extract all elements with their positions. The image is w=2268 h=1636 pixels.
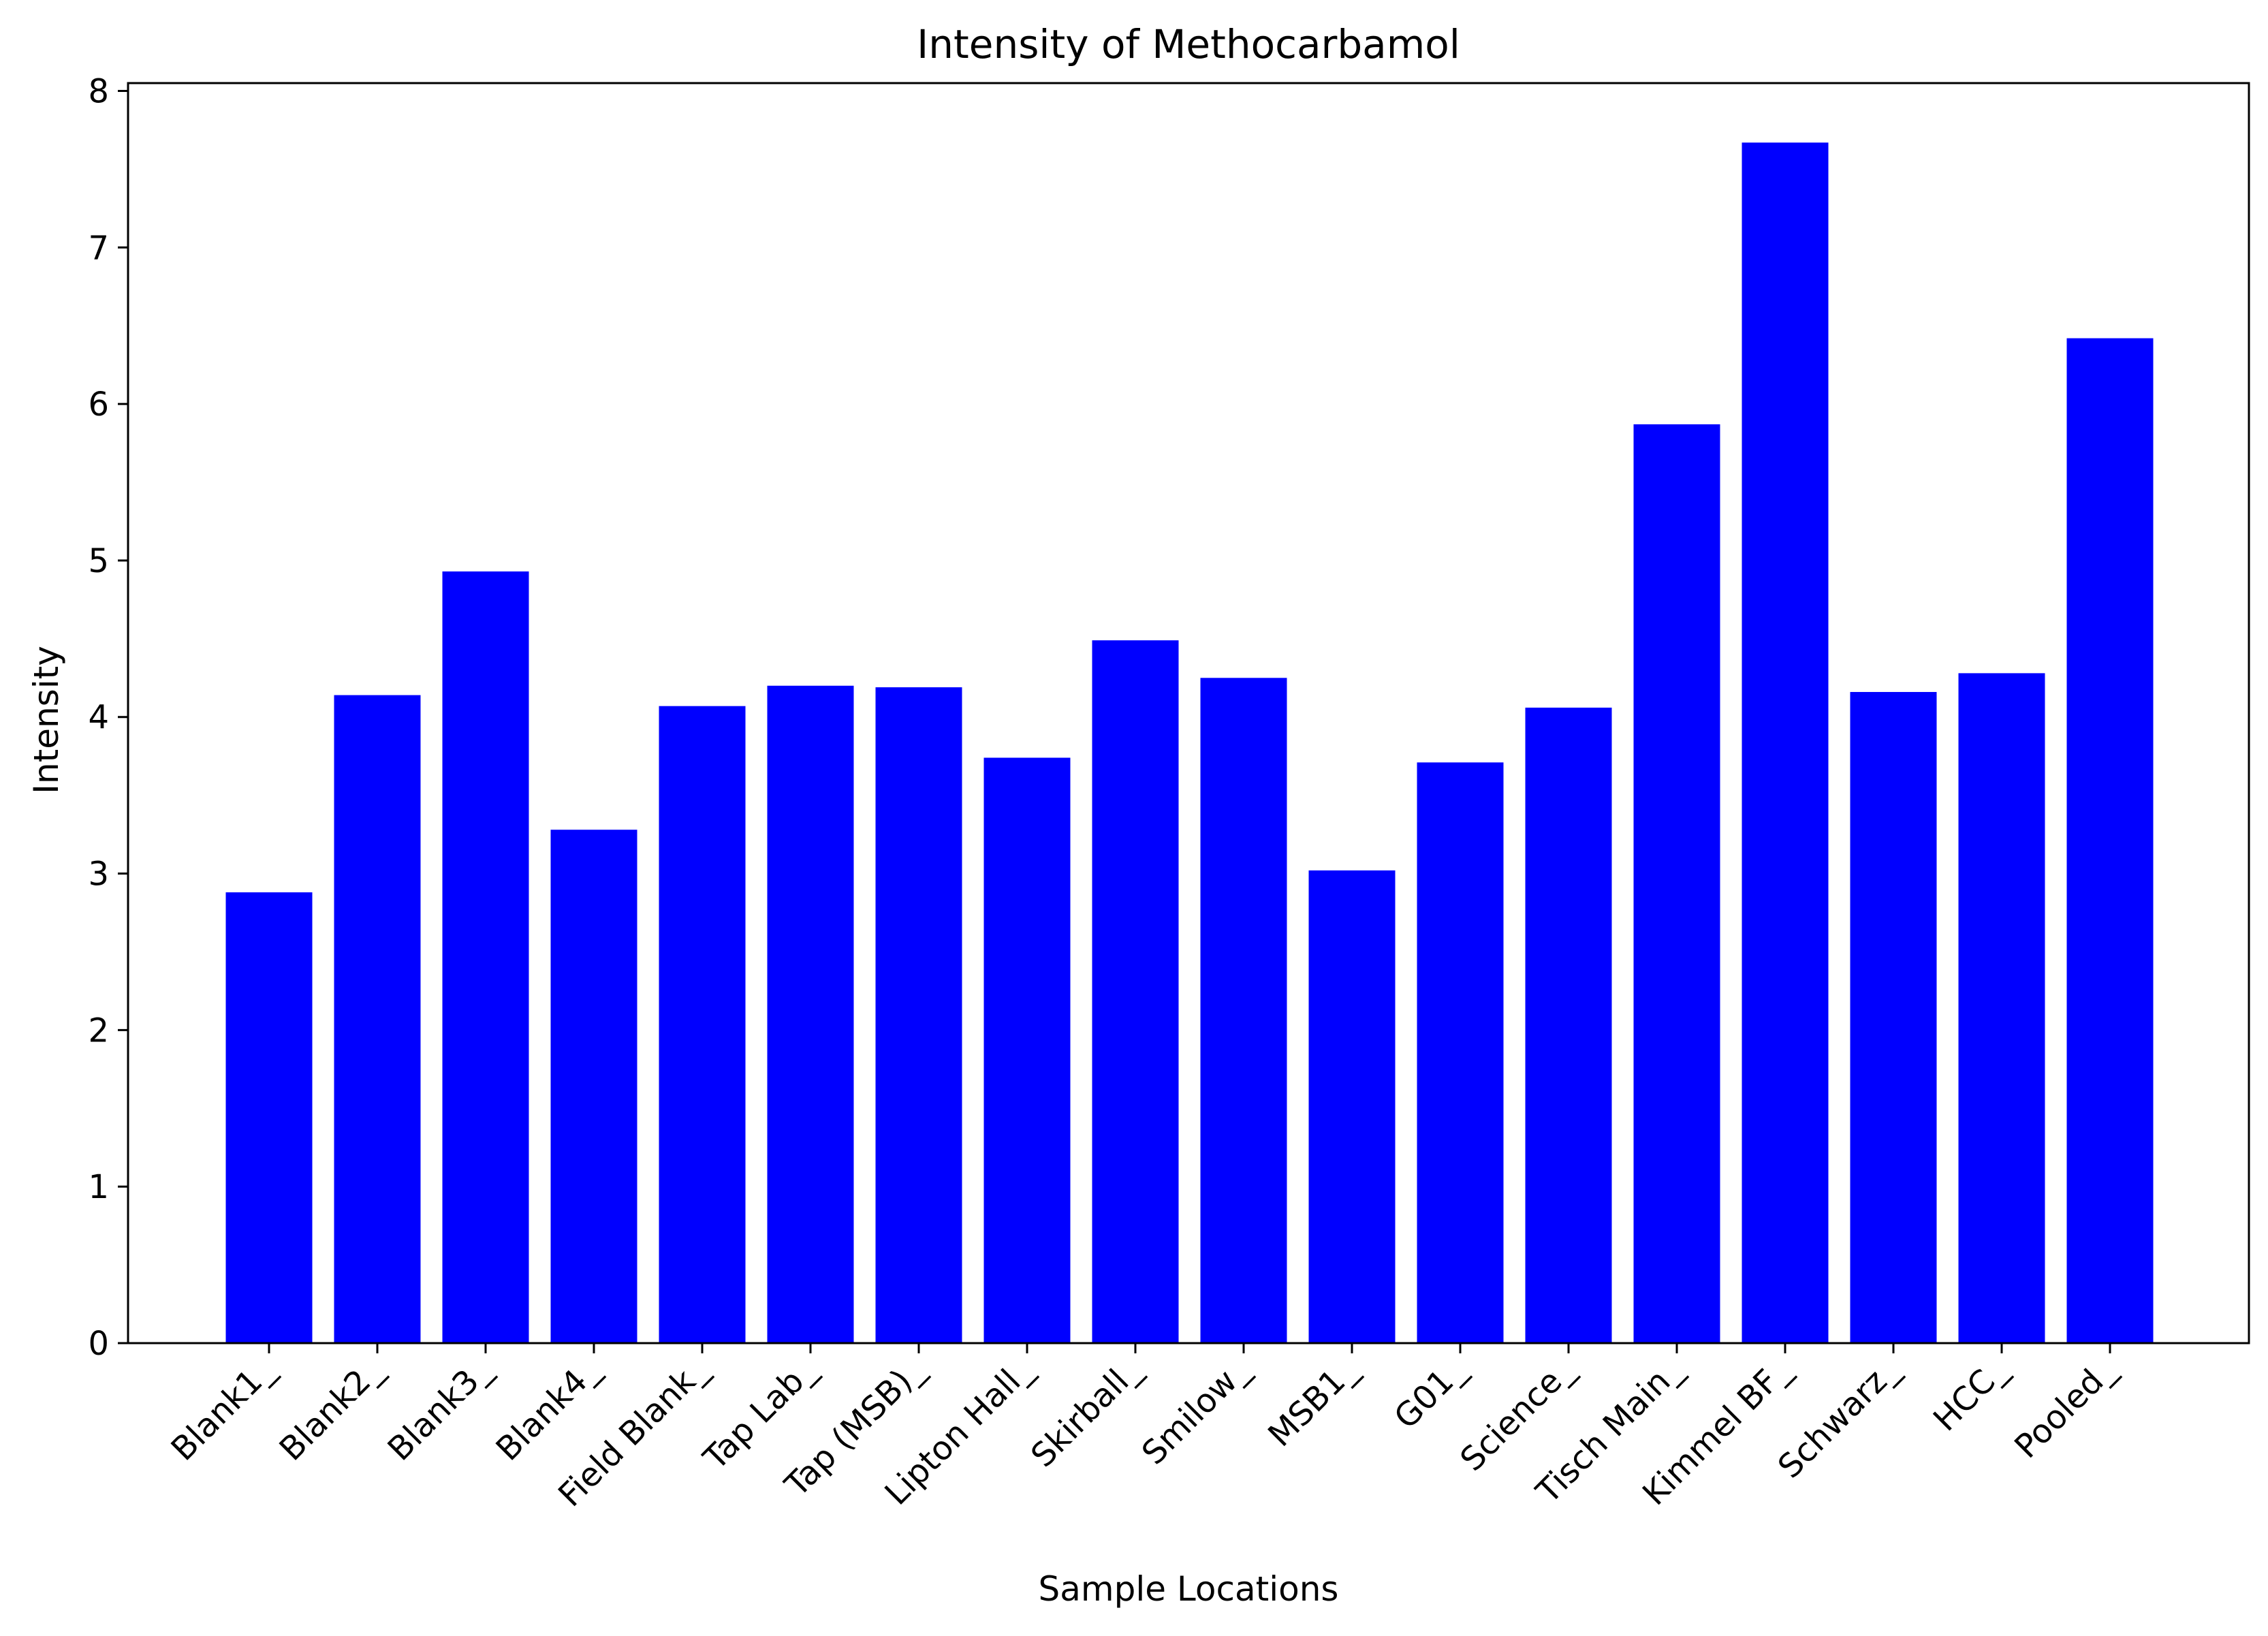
bar-hcc bbox=[1958, 673, 2045, 1343]
x-tick-label: Skirball_ bbox=[1024, 1350, 1148, 1475]
y-tick-label: 3 bbox=[88, 855, 109, 894]
bar-blank4 bbox=[550, 830, 637, 1343]
bar-tisch-main bbox=[1633, 424, 1720, 1343]
x-tick-label: Blank3_ bbox=[381, 1350, 499, 1468]
bar-blank3 bbox=[442, 571, 529, 1344]
bar-field-blank bbox=[659, 706, 746, 1343]
y-axis-ticks: 0 1 2 3 4 5 6 7 8 bbox=[88, 72, 128, 1363]
plot-area-frame bbox=[127, 82, 2250, 1344]
x-tick-label: Schwarz_ bbox=[1771, 1350, 1906, 1485]
y-tick-label: 6 bbox=[88, 386, 109, 424]
bar-smilow bbox=[1200, 678, 1287, 1343]
y-tick-label: 4 bbox=[88, 699, 109, 737]
bar-science bbox=[1525, 707, 1612, 1343]
bar-schwarz bbox=[1850, 691, 1937, 1343]
bar-tap-msb bbox=[875, 687, 962, 1343]
bar-g01 bbox=[1417, 762, 1504, 1343]
bar-blank1 bbox=[225, 892, 313, 1343]
y-tick-label: 5 bbox=[88, 542, 109, 580]
x-tick-label: Blank1_ bbox=[164, 1350, 283, 1468]
y-tick-label: 2 bbox=[88, 1011, 109, 1050]
bar-tap-lab bbox=[767, 685, 854, 1343]
x-axis-ticks: Blank1_Blank2_Blank3_Blank4_Field Blank_… bbox=[164, 1343, 2123, 1514]
y-axis-label: Intensity bbox=[27, 646, 66, 794]
x-tick-label: Pooled_ bbox=[2007, 1350, 2123, 1466]
y-tick-label: 0 bbox=[88, 1325, 109, 1363]
x-tick-label: G01_ bbox=[1387, 1350, 1473, 1436]
y-tick-label: 7 bbox=[88, 229, 109, 267]
bar-lipton-hall bbox=[983, 757, 1071, 1343]
bar-kimmel-bf bbox=[1742, 142, 1829, 1343]
bar-skirball bbox=[1092, 640, 1179, 1343]
chart-title: Intensity of Methocarbamol bbox=[917, 21, 1460, 67]
x-tick-label: HCC_ bbox=[1926, 1350, 2015, 1438]
x-tick-label: Blank2_ bbox=[272, 1350, 391, 1468]
x-tick-label: Smilow_ bbox=[1135, 1350, 1257, 1472]
bar-msb1 bbox=[1308, 870, 1396, 1343]
bar-pooled bbox=[2066, 338, 2154, 1343]
x-tick-label: MSB1_ bbox=[1261, 1350, 1365, 1454]
x-axis-label: Sample Locations bbox=[1039, 1569, 1339, 1609]
bar-blank2 bbox=[334, 695, 421, 1343]
y-tick-label: 1 bbox=[88, 1168, 109, 1206]
bars-group bbox=[225, 142, 2154, 1344]
y-tick-label: 8 bbox=[88, 72, 109, 110]
